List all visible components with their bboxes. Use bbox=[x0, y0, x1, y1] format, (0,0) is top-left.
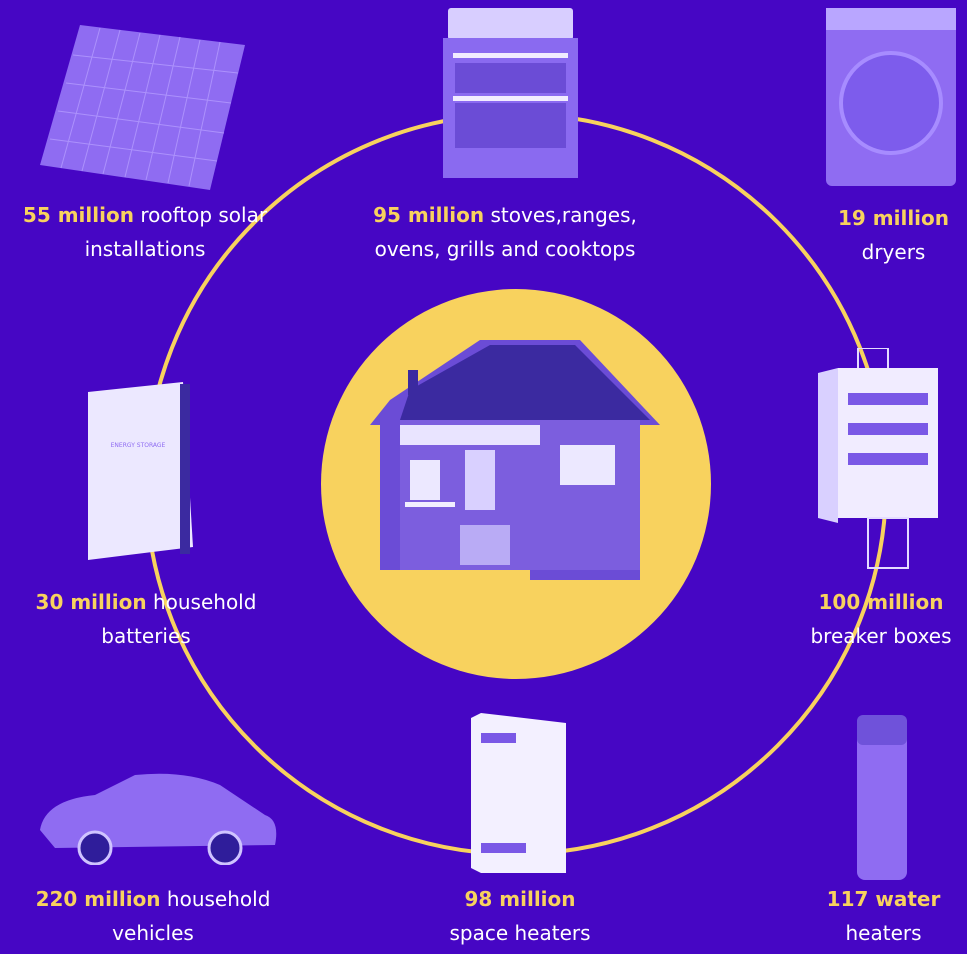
solar-panel-icon bbox=[40, 25, 245, 190]
desc-solar-line1: rooftop solar bbox=[140, 203, 268, 227]
dryer-icon bbox=[826, 8, 956, 186]
desc-dryers: dryers bbox=[861, 240, 926, 264]
space-heater-icon bbox=[471, 713, 566, 873]
breaker-box-icon bbox=[818, 348, 938, 569]
count-breakers: 100 million bbox=[818, 590, 944, 614]
label-stoves: 95 million stoves,ranges, ovens, grills … bbox=[340, 198, 670, 266]
count-vehicles: 220 million bbox=[35, 887, 161, 911]
count-batteries: 30 million bbox=[35, 590, 147, 614]
house-icon bbox=[370, 340, 660, 580]
home-battery-icon: ENERGY STORAGE bbox=[88, 382, 193, 560]
label-space-heaters: 98 million space heaters bbox=[420, 882, 620, 950]
svg-text:ENERGY STORAGE: ENERGY STORAGE bbox=[111, 442, 166, 449]
desc-batteries-line2: batteries bbox=[101, 624, 191, 648]
stove-icon bbox=[443, 8, 578, 178]
water-heater-icon bbox=[857, 715, 907, 880]
count-stoves: 95 million bbox=[373, 203, 485, 227]
desc-batteries-line1: household bbox=[152, 590, 257, 614]
desc-vehicles-line1: household bbox=[166, 887, 271, 911]
desc-breakers: breaker boxes bbox=[810, 624, 952, 648]
count-solar: 55 million bbox=[22, 203, 134, 227]
label-vehicles: 220 million household vehicles bbox=[0, 882, 306, 950]
desc-stoves-line2: ovens, grills and cooktops bbox=[374, 237, 636, 261]
count-space-heaters: 98 million bbox=[464, 887, 576, 911]
label-water-heaters: 117 water heaters bbox=[800, 882, 967, 950]
desc-space-heaters: space heaters bbox=[449, 921, 591, 945]
label-breakers: 100 million breaker boxes bbox=[795, 585, 967, 653]
count-water-heaters: 117 water bbox=[826, 887, 941, 911]
count-dryers: 19 million bbox=[837, 206, 950, 230]
label-batteries: 30 million household batteries bbox=[0, 585, 292, 653]
label-solar: 55 million rooftop solar installations bbox=[0, 198, 290, 266]
car-icon bbox=[40, 773, 277, 865]
desc-stoves-line1: stoves,ranges, bbox=[490, 203, 637, 227]
label-dryers: 19 million dryers bbox=[820, 201, 967, 269]
desc-water-heaters: heaters bbox=[845, 921, 922, 945]
desc-vehicles-line2: vehicles bbox=[112, 921, 194, 945]
desc-solar-line2: installations bbox=[84, 237, 206, 261]
